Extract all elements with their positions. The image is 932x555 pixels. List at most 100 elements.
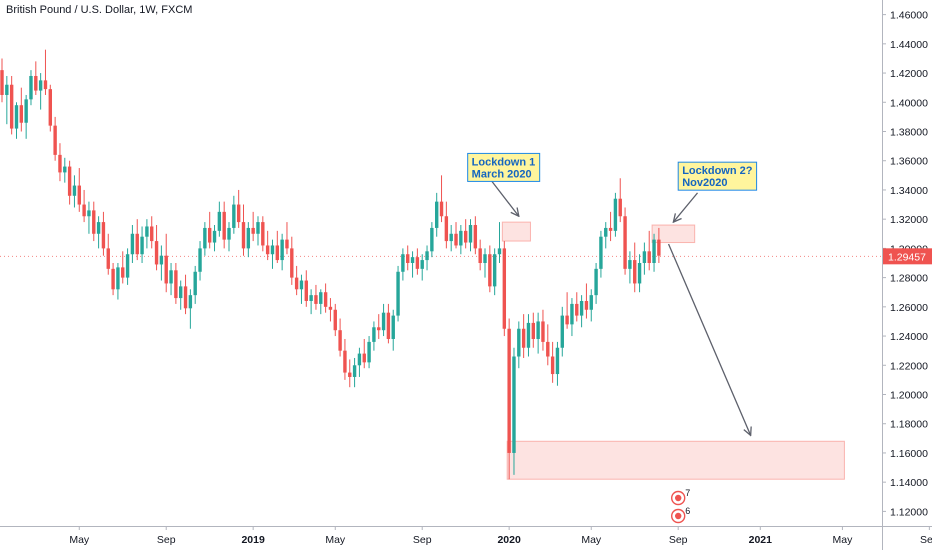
candle[interactable] xyxy=(179,280,183,310)
candle[interactable] xyxy=(24,94,28,139)
candle[interactable] xyxy=(19,87,24,132)
candle[interactable] xyxy=(357,347,362,377)
candle[interactable] xyxy=(352,357,357,388)
candle[interactable] xyxy=(304,270,308,307)
candle[interactable] xyxy=(270,239,275,269)
candle[interactable] xyxy=(140,226,144,263)
event-badge[interactable]: 6 xyxy=(671,506,691,524)
candle[interactable] xyxy=(150,216,154,249)
candle[interactable] xyxy=(517,321,521,369)
candle[interactable] xyxy=(420,254,424,281)
candle[interactable] xyxy=(415,248,420,275)
candle[interactable] xyxy=(642,242,647,275)
candle[interactable] xyxy=(14,102,19,139)
candle[interactable] xyxy=(222,201,226,249)
candle[interactable] xyxy=(294,265,299,296)
candle[interactable] xyxy=(565,292,569,329)
candle[interactable] xyxy=(82,189,86,223)
candle[interactable] xyxy=(265,230,270,261)
candle[interactable] xyxy=(246,222,251,258)
candle[interactable] xyxy=(536,312,540,354)
candle[interactable] xyxy=(444,201,449,249)
candle[interactable] xyxy=(58,143,62,182)
candle[interactable] xyxy=(410,251,415,278)
candle[interactable] xyxy=(381,303,386,337)
candle[interactable] xyxy=(584,283,589,319)
candle[interactable] xyxy=(314,284,318,310)
candle[interactable] xyxy=(386,303,391,344)
candle[interactable] xyxy=(43,49,48,95)
candle[interactable] xyxy=(362,338,366,369)
candle[interactable] xyxy=(652,233,656,272)
candles[interactable] xyxy=(0,49,661,480)
candle[interactable] xyxy=(463,219,468,249)
candle[interactable] xyxy=(604,222,608,249)
candle[interactable] xyxy=(512,347,516,475)
candle[interactable] xyxy=(377,314,381,339)
candle[interactable] xyxy=(502,241,507,337)
candle[interactable] xyxy=(391,309,395,351)
candle[interactable] xyxy=(96,216,101,249)
candle[interactable] xyxy=(34,61,38,95)
candle[interactable] xyxy=(483,248,487,278)
candle[interactable] xyxy=(101,211,106,256)
candle[interactable] xyxy=(290,236,294,285)
candle[interactable] xyxy=(454,222,458,249)
candle[interactable] xyxy=(275,230,280,263)
candle[interactable] xyxy=(328,298,333,322)
event-badge[interactable]: 7 xyxy=(671,488,691,506)
candle[interactable] xyxy=(319,289,323,315)
candle[interactable] xyxy=(285,222,289,255)
candle[interactable] xyxy=(343,338,347,380)
candle[interactable] xyxy=(5,75,9,125)
candle[interactable] xyxy=(589,289,593,322)
candle[interactable] xyxy=(637,254,642,293)
candle[interactable] xyxy=(125,248,130,285)
candle[interactable] xyxy=(367,336,371,369)
candle[interactable] xyxy=(623,207,627,275)
candle[interactable] xyxy=(111,263,115,296)
candle[interactable] xyxy=(657,227,661,263)
candle[interactable] xyxy=(53,116,57,161)
candle[interactable] xyxy=(323,283,328,313)
candle[interactable] xyxy=(236,189,241,228)
candle[interactable] xyxy=(406,245,410,271)
candle[interactable] xyxy=(164,233,168,293)
candle[interactable] xyxy=(488,245,492,293)
candle[interactable] xyxy=(546,324,550,366)
candle[interactable] xyxy=(459,225,463,255)
candle[interactable] xyxy=(430,222,434,258)
candle[interactable] xyxy=(121,251,125,284)
candle[interactable] xyxy=(0,58,4,103)
candle[interactable] xyxy=(183,274,188,315)
candle[interactable] xyxy=(309,289,313,315)
candle[interactable] xyxy=(193,265,197,304)
candle[interactable] xyxy=(198,241,202,281)
candle[interactable] xyxy=(135,219,139,261)
candle[interactable] xyxy=(63,157,67,183)
candle[interactable] xyxy=(579,295,584,328)
candle[interactable] xyxy=(67,160,72,205)
candle[interactable] xyxy=(72,175,77,208)
candle[interactable] xyxy=(106,233,110,275)
candle[interactable] xyxy=(145,219,149,249)
candle[interactable] xyxy=(478,239,482,271)
candle[interactable] xyxy=(256,216,260,246)
candle[interactable] xyxy=(560,306,564,357)
candle[interactable] xyxy=(628,251,632,284)
candle[interactable] xyxy=(116,263,120,300)
event-badges[interactable]: 76 xyxy=(671,488,691,524)
candle[interactable] xyxy=(174,263,178,304)
candle[interactable] xyxy=(435,192,439,237)
candle[interactable] xyxy=(154,225,159,271)
candle[interactable] xyxy=(338,318,342,357)
candle[interactable] xyxy=(401,248,405,281)
candle[interactable] xyxy=(232,195,236,234)
candle[interactable] xyxy=(526,314,531,357)
candle[interactable] xyxy=(541,309,545,351)
candle[interactable] xyxy=(521,314,526,358)
candle[interactable] xyxy=(425,245,429,271)
candle[interactable] xyxy=(280,233,284,271)
